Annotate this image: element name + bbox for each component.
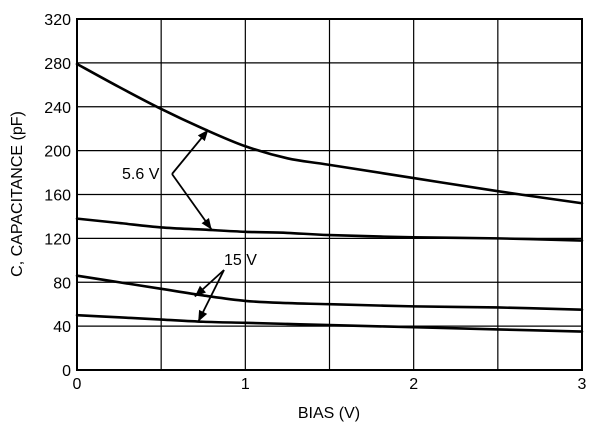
annotation-label: 15 V — [224, 252, 257, 269]
y-tick-label: 40 — [53, 319, 71, 336]
arrow-head — [194, 285, 207, 297]
plot-frame — [76, 18, 583, 371]
x-tick-label: 0 — [73, 376, 82, 393]
series-line-2 — [75, 217, 584, 242]
grid-lines — [77, 19, 582, 370]
x-tick-label: 1 — [241, 376, 250, 393]
arrow-head — [198, 309, 208, 322]
series-curves — [75, 62, 584, 333]
x-axis-title: BIAS (V) — [298, 405, 360, 422]
series-line-3 — [75, 274, 584, 311]
y-tick-label: 160 — [44, 188, 71, 205]
x-tick-labels: 0 1 2 3 — [73, 376, 587, 393]
series-line-4 — [75, 313, 584, 333]
y-tick-label: 0 — [62, 363, 71, 380]
series-line-1 — [75, 62, 584, 205]
y-tick-label: 200 — [44, 144, 71, 161]
arrow-head — [197, 129, 209, 142]
y-axis-title: C, CAPACITANCE (pF) — [9, 111, 26, 277]
x-tick-label: 3 — [578, 376, 587, 393]
y-tick-labels: 0 40 80 120 160 200 240 280 320 — [44, 12, 71, 380]
arrow-head — [201, 218, 212, 230]
y-tick-label: 280 — [44, 56, 71, 73]
x-tick-label: 2 — [409, 376, 418, 393]
annotations: 5.6 V 15 V — [122, 129, 257, 323]
annotation-arrow — [171, 173, 213, 231]
y-tick-label: 240 — [44, 100, 71, 117]
annotation-label: 5.6 V — [122, 166, 160, 183]
y-tick-label: 120 — [44, 231, 71, 248]
y-tick-label: 320 — [44, 12, 71, 29]
y-tick-label: 80 — [53, 275, 71, 292]
